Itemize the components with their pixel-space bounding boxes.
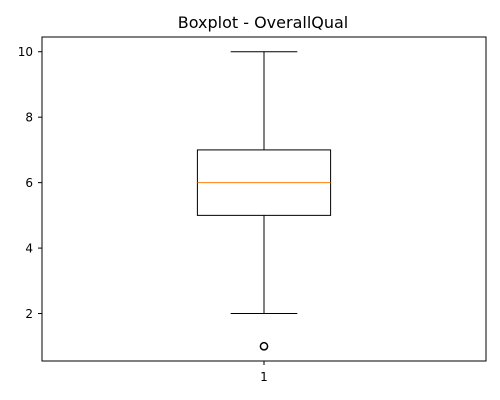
- x-tick-label: 1: [260, 370, 268, 384]
- plot-area: [196, 51, 332, 351]
- y-tick-label: 2: [25, 307, 33, 321]
- y-tick-label: 4: [25, 242, 33, 256]
- chart-title: Boxplot - OverallQual: [178, 13, 349, 32]
- outlier-point: [259, 341, 269, 351]
- axes: 1 2 4 6 8 10: [18, 45, 268, 384]
- y-tick-label: 6: [25, 176, 33, 190]
- y-tick-label: 10: [18, 45, 33, 59]
- y-tick-label: 8: [25, 111, 33, 125]
